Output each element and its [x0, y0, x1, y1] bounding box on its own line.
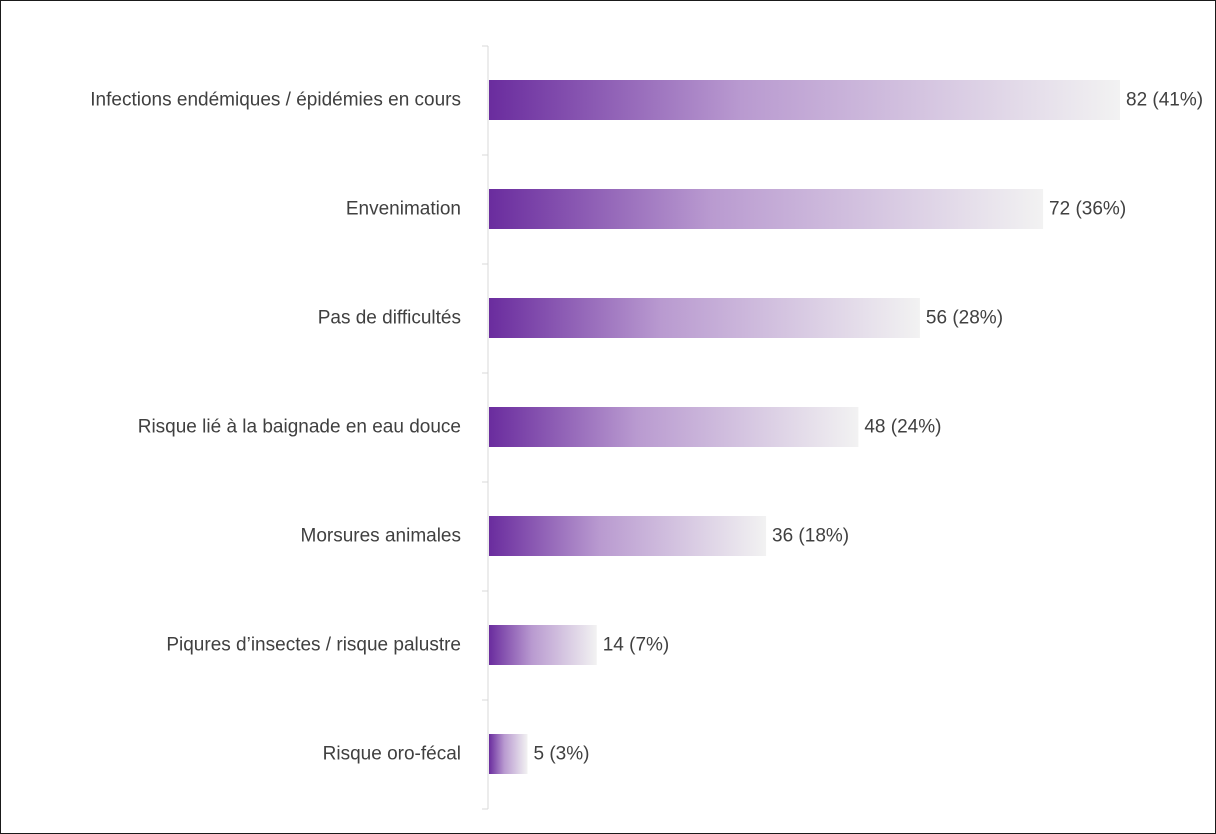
- category-label: Risque lié à la baignade en eau douce: [138, 417, 461, 438]
- data-label: 5 (3%): [533, 744, 589, 765]
- category-label: Morsures animales: [301, 526, 462, 547]
- category-label: Piqures d’insectes / risque palustre: [166, 635, 461, 656]
- category-axis: [482, 45, 489, 810]
- data-label: 36 (18%): [772, 526, 849, 547]
- data-label: 56 (28%): [926, 308, 1003, 329]
- bar: [489, 516, 767, 556]
- bar: [489, 298, 920, 338]
- category-label: Infections endémiques / épidémies en cou…: [90, 90, 461, 111]
- bar: [489, 625, 597, 665]
- category-label: Envenimation: [346, 199, 461, 220]
- data-label: 72 (36%): [1049, 199, 1126, 220]
- data-labels: 82 (41%) 72 (36%) 56 (28%) 48 (24%) 36 (18%)…: [533, 90, 1203, 765]
- data-label: 14 (7%): [603, 635, 670, 656]
- bar: [489, 407, 859, 447]
- category-labels: Infections endémiques / épidémies en cou…: [90, 90, 461, 765]
- bar: [489, 189, 1044, 229]
- bar: [489, 80, 1120, 120]
- bar: [489, 734, 528, 774]
- data-label: 82 (41%): [1126, 90, 1203, 111]
- category-label: Risque oro-fécal: [323, 744, 461, 765]
- data-label: 48 (24%): [864, 417, 941, 438]
- bars-layer: [489, 80, 1120, 774]
- category-label: Pas de difficultés: [318, 308, 461, 329]
